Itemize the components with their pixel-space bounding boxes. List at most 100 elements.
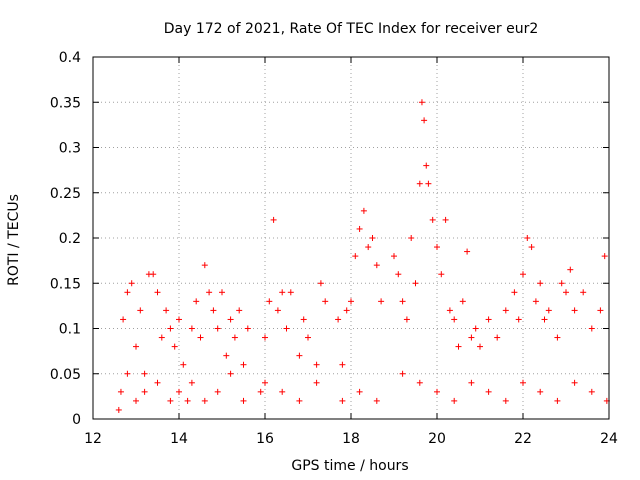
y-tick-label: 0.15 — [50, 276, 81, 292]
data-point — [137, 307, 144, 314]
y-tick-label: 0.25 — [50, 186, 81, 202]
data-point — [171, 343, 178, 350]
data-point — [193, 298, 200, 305]
data-point — [180, 361, 187, 368]
data-point — [313, 379, 320, 386]
data-point — [296, 352, 303, 359]
data-point — [244, 325, 251, 332]
data-point — [373, 397, 380, 404]
data-point — [188, 325, 195, 332]
x-tick-label: 16 — [256, 431, 274, 447]
data-point — [227, 370, 234, 377]
data-point — [446, 307, 453, 314]
data-point — [597, 307, 604, 314]
data-point — [485, 388, 492, 395]
data-point — [356, 225, 363, 232]
data-point — [201, 262, 208, 269]
y-tick-label: 0.4 — [59, 50, 81, 66]
data-point — [459, 298, 466, 305]
data-point — [270, 216, 277, 223]
data-point — [425, 180, 432, 187]
data-point — [580, 289, 587, 296]
y-axis-label: ROTI / TECUs — [6, 194, 22, 286]
data-point — [343, 307, 350, 314]
data-point — [141, 370, 148, 377]
data-point — [201, 397, 208, 404]
data-point — [502, 397, 509, 404]
data-point — [571, 307, 578, 314]
y-tick-label: 0.3 — [59, 141, 81, 157]
x-tick-label: 22 — [514, 431, 532, 447]
data-point — [541, 316, 548, 323]
data-point — [537, 280, 544, 287]
data-point — [279, 388, 286, 395]
data-point — [451, 316, 458, 323]
data-point — [601, 253, 608, 260]
data-point — [434, 244, 440, 251]
data-point — [502, 307, 509, 314]
data-point — [223, 352, 230, 359]
data-point — [188, 379, 195, 386]
data-point — [283, 325, 290, 332]
data-point — [399, 298, 406, 305]
data-point — [206, 289, 213, 296]
data-point — [257, 388, 264, 395]
data-point — [537, 388, 544, 395]
x-axis-label: GPS time / hours — [291, 458, 408, 474]
data-point — [231, 334, 238, 341]
data-point — [163, 307, 170, 314]
data-point — [545, 307, 552, 314]
data-point — [588, 388, 595, 395]
data-point — [115, 406, 122, 413]
data-point — [133, 343, 139, 350]
data-point — [124, 370, 131, 377]
data-point — [313, 361, 320, 368]
data-point — [214, 388, 221, 395]
data-point — [455, 343, 462, 350]
data-point — [128, 280, 135, 287]
data-point — [214, 325, 221, 332]
data-point — [418, 99, 425, 106]
data-point — [287, 289, 294, 296]
data-point — [120, 316, 127, 323]
data-point — [150, 271, 157, 278]
y-tick-label: 0.1 — [59, 322, 81, 338]
data-point — [412, 280, 419, 287]
data-point — [524, 235, 531, 241]
data-point — [117, 388, 124, 395]
data-point — [141, 388, 148, 395]
data-point — [438, 271, 445, 278]
data-point — [511, 289, 518, 296]
x-tick-label: 14 — [170, 431, 188, 447]
data-point — [378, 298, 385, 305]
data-point — [472, 325, 479, 332]
data-point — [240, 397, 247, 404]
data-point — [369, 235, 376, 241]
data-point — [167, 397, 174, 404]
data-point — [563, 289, 569, 296]
data-point — [133, 397, 139, 404]
data-point — [210, 307, 217, 314]
data-point — [416, 379, 423, 386]
data-point — [468, 379, 475, 386]
x-tick-label: 12 — [84, 431, 102, 447]
y-tick-label: 0 — [72, 412, 81, 428]
data-point — [477, 343, 483, 350]
data-point — [227, 316, 234, 323]
data-point — [352, 253, 359, 260]
data-point — [558, 280, 565, 287]
data-point — [184, 397, 191, 404]
data-point — [391, 253, 397, 260]
data-point — [154, 379, 161, 386]
data-point — [403, 316, 410, 323]
data-point — [434, 388, 440, 395]
data-point — [240, 361, 247, 368]
data-point — [176, 316, 182, 323]
data-point — [274, 307, 281, 314]
data-point — [468, 334, 475, 341]
y-axis-ticks: 0 0.05 0.1 0.15 0.2 0.25 0.3 0.35 0.4 — [50, 50, 609, 428]
data-point — [266, 298, 273, 305]
data-point — [167, 325, 174, 332]
data-point — [395, 271, 402, 278]
